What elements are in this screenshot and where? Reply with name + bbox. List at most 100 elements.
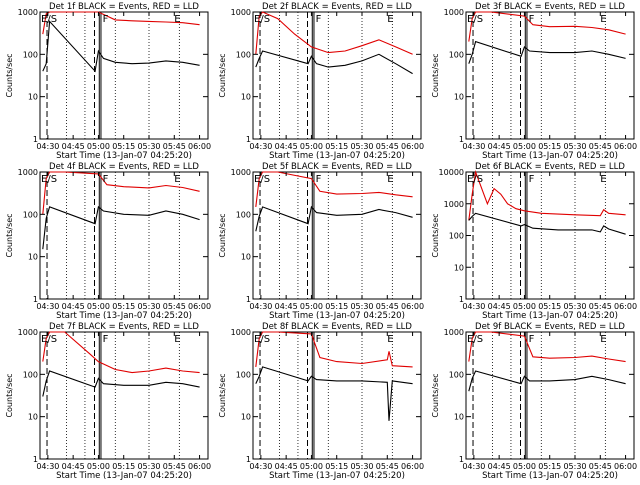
event-marker-label: E	[600, 14, 606, 25]
x-axis-label: Start Time (13-Jan-07 04:25:20)	[56, 471, 192, 480]
y-tick-label: 1	[246, 295, 251, 304]
chart-title: Det 4f BLACK = Events, RED = LLD	[49, 162, 199, 172]
event-marker-label: F	[103, 334, 109, 345]
x-tick-label: 05:15	[112, 462, 135, 471]
chart-title: Det 6f BLACK = Events, RED = LLD	[475, 162, 625, 172]
series-line-events	[255, 366, 413, 421]
event-marker-label: F	[529, 174, 535, 185]
x-tick-label: 05:45	[163, 142, 186, 151]
plot-frame	[39, 331, 209, 460]
x-tick-label: 04:45	[275, 462, 298, 471]
event-marker-label: E/S	[41, 334, 57, 345]
event-marker-label: E	[174, 174, 180, 185]
plot-frame	[39, 171, 209, 300]
y-tick-label: 1	[246, 455, 251, 464]
y-axis-label: Counts/sec	[218, 213, 227, 257]
x-tick-label: 04:30	[462, 302, 485, 311]
chart-title: Det 8f BLACK = Events, RED = LLD	[262, 322, 412, 332]
chart-panel-7: Det 7f BLACK = Events, RED = LLD E/S F E 1 10…	[5, 322, 211, 481]
x-axis-label: Start Time (13-Jan-07 04:25:20)	[269, 471, 405, 480]
event-marker-label: E/S	[254, 174, 270, 185]
x-tick-label: 04:30	[36, 302, 59, 311]
x-tick-label: 04:45	[62, 462, 85, 471]
series-line-events	[42, 205, 200, 250]
event-marker-label: E	[387, 174, 393, 185]
chart-title: Det 2f BLACK = Events, RED = LLD	[262, 2, 412, 12]
y-tick-label: 1	[459, 455, 464, 464]
x-tick-label: 04:45	[275, 302, 298, 311]
x-tick-label: 06:00	[188, 302, 211, 311]
series-line-lld	[255, 331, 413, 368]
y-tick-label: 10	[241, 413, 251, 422]
x-tick-label: 06:00	[614, 142, 637, 151]
event-marker-label: F	[103, 174, 109, 185]
event-marker-label: E	[387, 334, 393, 345]
y-axis-label: Counts/sec	[431, 53, 440, 97]
series-line-events	[468, 370, 626, 392]
x-axis-label: Start Time (13-Jan-07 04:25:20)	[56, 151, 192, 161]
x-tick-label: 04:45	[62, 142, 85, 151]
chart-panel-5: Det 5f BLACK = Events, RED = LLD E/S F E 1 10…	[218, 162, 424, 321]
plot-frame	[465, 11, 635, 140]
event-marker-label: F	[316, 14, 322, 25]
x-axis-label: Start Time (13-Jan-07 04:25:20)	[482, 311, 618, 321]
x-tick-label: 04:30	[249, 302, 272, 311]
y-axis-label: Counts/sec	[218, 53, 227, 97]
chart-title: Det 5f BLACK = Events, RED = LLD	[262, 162, 412, 172]
series-line-lld	[468, 11, 626, 42]
y-tick-label: 10	[28, 93, 38, 102]
x-tick-label: 05:30	[137, 462, 160, 471]
x-tick-label: 05:30	[563, 142, 586, 151]
x-tick-label: 06:00	[401, 302, 424, 311]
x-axis-label: Start Time (13-Jan-07 04:25:20)	[56, 311, 192, 321]
series-line-lld	[255, 11, 413, 55]
x-tick-label: 04:30	[36, 462, 59, 471]
y-tick-label: 10	[454, 93, 464, 102]
y-tick-label: 1	[33, 295, 38, 304]
event-marker-label: E/S	[467, 14, 483, 25]
x-tick-label: 04:30	[249, 142, 272, 151]
y-tick-label: 100	[449, 370, 464, 379]
x-tick-label: 05:30	[563, 462, 586, 471]
y-tick-label: 1	[459, 295, 464, 304]
x-tick-label: 05:15	[112, 302, 135, 311]
plot-frame	[39, 11, 209, 140]
series-line-events	[42, 20, 200, 73]
event-marker-label: E/S	[254, 334, 270, 345]
x-tick-label: 05:15	[538, 462, 561, 471]
y-tick-label: 100	[449, 50, 464, 59]
chart-panel-3: Det 3f BLACK = Events, RED = LLD E/S F E 1 10…	[431, 2, 637, 161]
x-tick-label: 05:30	[563, 302, 586, 311]
series-line-events	[255, 205, 413, 232]
x-tick-label: 05:45	[163, 302, 186, 311]
x-tick-label: 05:45	[589, 462, 612, 471]
x-tick-label: 05:30	[350, 462, 373, 471]
event-marker-label: F	[529, 14, 535, 25]
x-tick-label: 06:00	[614, 302, 637, 311]
y-axis-label: Counts/sec	[5, 213, 14, 257]
series-line-lld	[468, 331, 626, 363]
plot-frame	[252, 331, 422, 460]
chart-title: Det 7f BLACK = Events, RED = LLD	[49, 322, 199, 332]
series-line-lld	[42, 331, 200, 374]
x-tick-label: 05:00	[300, 302, 323, 311]
y-axis-label: Counts/sec	[5, 373, 14, 417]
event-marker-label: E	[600, 174, 606, 185]
x-tick-label: 05:30	[350, 302, 373, 311]
x-tick-label: 04:45	[488, 462, 511, 471]
y-tick-label: 100	[23, 210, 38, 219]
x-tick-label: 05:15	[538, 142, 561, 151]
y-tick-label: 1000	[231, 8, 251, 17]
chart-title: Det 3f BLACK = Events, RED = LLD	[475, 2, 625, 12]
x-tick-label: 04:45	[488, 142, 511, 151]
y-tick-label: 10000	[439, 168, 464, 177]
series-line-lld	[468, 169, 626, 221]
y-tick-label: 1000	[444, 328, 464, 337]
y-axis-label: Counts/sec	[5, 53, 14, 97]
x-tick-label: 06:00	[188, 142, 211, 151]
y-tick-label: 10	[241, 93, 251, 102]
series-line-lld	[42, 11, 200, 35]
event-marker-label: E/S	[41, 14, 57, 25]
x-tick-label: 06:00	[188, 462, 211, 471]
